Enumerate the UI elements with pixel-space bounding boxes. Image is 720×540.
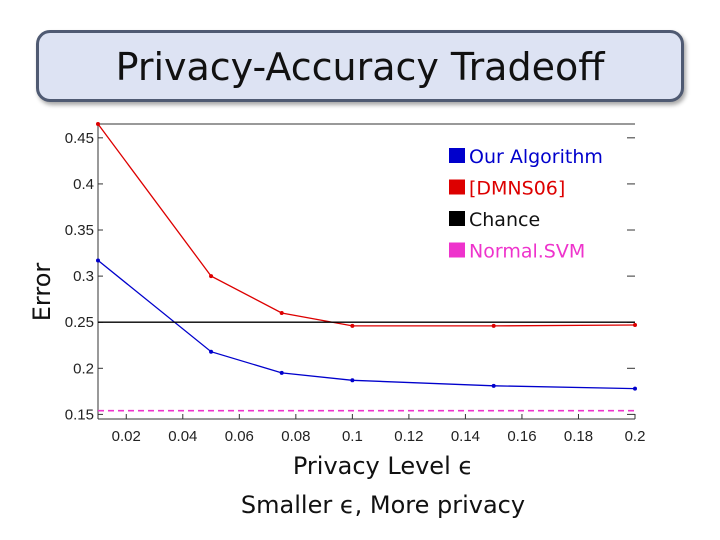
- x-tick-label: 0.16: [507, 428, 536, 445]
- y-tick-label: 0.3: [73, 268, 94, 285]
- x-tick-label: 0.14: [451, 428, 480, 445]
- data-point-our-algorithm: [279, 370, 284, 375]
- x-tick-label: 0.2: [625, 428, 646, 445]
- legend-swatch-normal-svm: [449, 242, 465, 258]
- legend-label-dmns06: [DMNS06]: [469, 178, 565, 200]
- x-tick-label: 0.12: [394, 428, 423, 445]
- data-point-dmns06: [209, 274, 214, 279]
- title-box: Privacy-Accuracy Tradeoff: [36, 30, 684, 102]
- legend-swatch-dmns06: [449, 179, 465, 195]
- x-tick-label: 0.1: [342, 428, 363, 445]
- y-tick-label: 0.25: [65, 314, 94, 331]
- y-axis-label: Error: [28, 263, 56, 322]
- data-point-our-algorithm: [633, 386, 637, 391]
- x-tick-label: 0.02: [112, 428, 141, 445]
- y-tick-label: 0.45: [65, 130, 94, 147]
- legend-label-normal-svm: Normal.SVM: [469, 241, 585, 263]
- data-point-dmns06: [279, 310, 284, 315]
- legend-swatch-chance: [449, 211, 465, 226]
- y-tick-label: 0.15: [65, 406, 94, 423]
- series-line-our-algorithm: [97, 259, 636, 390]
- x-tick-label: 0.08: [281, 428, 310, 445]
- data-point-our-algorithm: [491, 383, 496, 388]
- y-tick-label: 0.4: [73, 176, 94, 193]
- data-point-dmns06: [491, 323, 496, 328]
- data-point-dmns06: [96, 122, 100, 126]
- data-point-dmns06: [633, 322, 637, 327]
- x-tick-label: 0.06: [225, 428, 254, 445]
- legend-swatch-our-algorithm: [449, 148, 465, 163]
- data-point-our-algorithm: [96, 258, 100, 263]
- slide-title: Privacy-Accuracy Tradeoff: [115, 45, 605, 89]
- data-point-dmns06: [350, 323, 355, 328]
- data-point-our-algorithm: [350, 378, 355, 383]
- legend-label-our-algorithm: Our Algorithm: [469, 146, 603, 168]
- y-tick-label: 0.2: [73, 360, 94, 377]
- legend: Our Algorithm [DMNS06] Chance Normal.SVM: [449, 146, 603, 263]
- x-tick-label: 0.18: [564, 428, 593, 445]
- series-layer: [96, 122, 637, 412]
- subtitle: Smaller ϵ, More privacy: [241, 491, 525, 519]
- series-line-dmns06: [97, 123, 636, 327]
- data-point-our-algorithm: [209, 349, 214, 354]
- x-axis-label: Privacy Level ϵ: [293, 452, 473, 480]
- legend-label-chance: Chance: [469, 209, 540, 231]
- axes-layer: 0.45 0.4 0.35 0.3 0.25 0.2 0.15 0.02 0.04 0.06 0.0…: [65, 123, 646, 445]
- x-tick-label: 0.04: [168, 428, 197, 445]
- y-tick-label: 0.35: [65, 222, 94, 239]
